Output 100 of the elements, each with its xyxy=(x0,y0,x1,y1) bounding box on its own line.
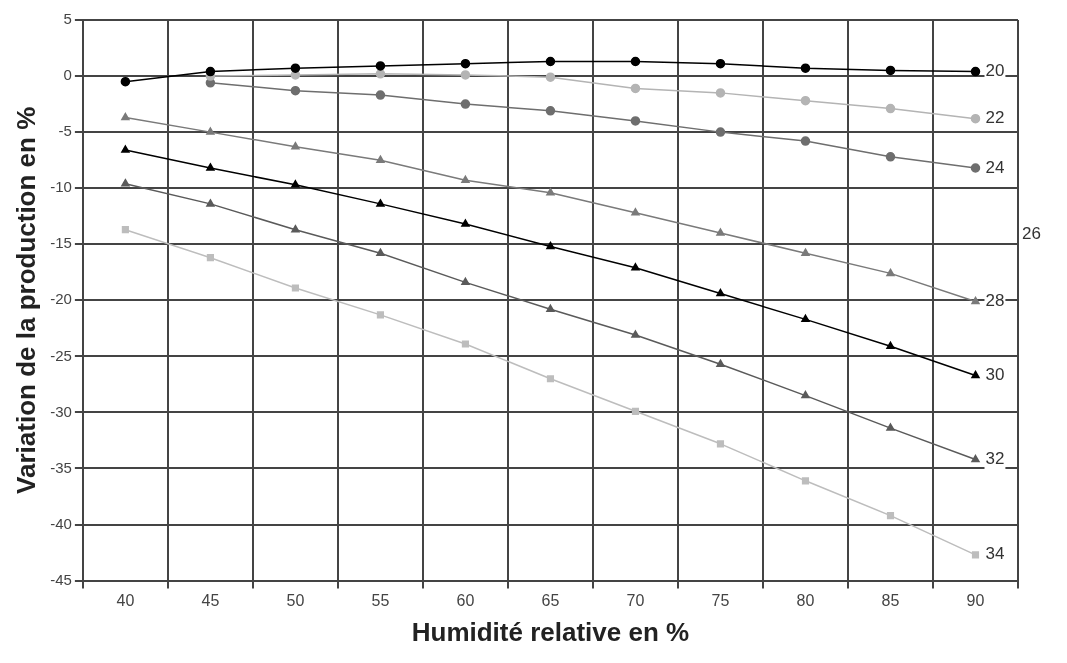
point xyxy=(206,163,215,171)
point xyxy=(801,390,810,399)
x-tick-label: 85 xyxy=(881,591,900,609)
point xyxy=(801,248,810,256)
point xyxy=(716,228,725,236)
point xyxy=(460,99,471,109)
point xyxy=(290,85,301,96)
point xyxy=(376,199,385,207)
point xyxy=(546,304,555,313)
point xyxy=(121,178,130,187)
point xyxy=(376,311,384,319)
point xyxy=(120,76,131,87)
point xyxy=(631,330,640,338)
series-label: 24 xyxy=(985,157,1005,177)
x-tick-label: 50 xyxy=(286,591,305,609)
point xyxy=(716,288,725,297)
point xyxy=(800,95,811,106)
point xyxy=(291,224,300,233)
y-tick-label: -35 xyxy=(50,458,72,476)
y-tick-label: -40 xyxy=(50,514,72,532)
point xyxy=(970,113,981,124)
y-tick-label: -10 xyxy=(50,178,72,196)
point xyxy=(121,112,130,121)
point xyxy=(801,314,810,323)
point xyxy=(886,511,895,520)
series-label: 32 xyxy=(985,449,1005,469)
x-tick-label: 70 xyxy=(626,591,645,609)
y-tick-label: -30 xyxy=(50,402,72,420)
point xyxy=(375,90,386,100)
x-tick-label: 60 xyxy=(456,591,475,609)
point xyxy=(461,175,470,184)
point xyxy=(290,63,301,73)
point xyxy=(716,359,725,367)
point xyxy=(715,58,726,69)
point xyxy=(291,141,300,150)
point xyxy=(205,66,216,77)
point xyxy=(971,454,980,463)
point xyxy=(886,268,895,277)
y-tick-label: -5 xyxy=(58,122,72,140)
point xyxy=(206,199,215,207)
point xyxy=(291,180,300,188)
point xyxy=(376,155,385,163)
point xyxy=(800,63,811,73)
point xyxy=(546,187,555,196)
point xyxy=(546,241,555,250)
y-tick-label: -25 xyxy=(50,346,72,364)
point xyxy=(461,219,470,227)
series-label: 30 xyxy=(985,365,1005,385)
y-tick-label: -20 xyxy=(50,290,72,308)
series-label: 22 xyxy=(985,108,1005,128)
point xyxy=(885,103,896,114)
point xyxy=(885,152,896,162)
y-tick-label: 5 xyxy=(63,10,72,28)
series-label: 34 xyxy=(985,544,1005,564)
point xyxy=(886,341,895,350)
y-axis-title: Variation de la production en % xyxy=(10,106,41,494)
point xyxy=(545,56,556,67)
point xyxy=(206,127,215,135)
x-tick-label: 90 xyxy=(966,591,985,609)
point xyxy=(376,248,385,256)
point xyxy=(121,145,130,153)
x-tick-label: 80 xyxy=(796,591,815,609)
point xyxy=(545,106,556,116)
point xyxy=(631,208,640,216)
point xyxy=(631,263,640,271)
point xyxy=(885,65,896,76)
point xyxy=(630,116,641,126)
point xyxy=(630,56,641,67)
point xyxy=(631,407,640,415)
point xyxy=(970,163,981,173)
text: 26 xyxy=(1022,224,1041,244)
point xyxy=(460,58,471,69)
point xyxy=(715,88,726,98)
point xyxy=(375,61,386,71)
point xyxy=(971,296,980,305)
series-label: 28 xyxy=(985,291,1005,311)
point xyxy=(715,127,726,137)
y-tick-label: -45 xyxy=(50,570,72,588)
point xyxy=(800,136,811,146)
point xyxy=(461,277,470,286)
point xyxy=(970,66,981,77)
x-tick-label: 65 xyxy=(541,591,560,609)
point xyxy=(206,254,214,262)
y-tick-label: -15 xyxy=(50,234,72,252)
x-tick-label: 40 xyxy=(116,591,135,609)
point xyxy=(630,83,641,94)
point xyxy=(971,551,980,559)
x-tick-label: 75 xyxy=(711,591,730,609)
x-tick-label: 55 xyxy=(371,591,390,609)
x-tick-label: 45 xyxy=(201,591,220,609)
point xyxy=(545,72,556,82)
x-axis-title: Humidité relative en % xyxy=(411,616,690,647)
point xyxy=(461,340,470,348)
point xyxy=(716,440,725,448)
point xyxy=(291,284,299,292)
point xyxy=(460,70,471,80)
y-tick-label: 0 xyxy=(63,66,72,84)
point xyxy=(886,423,895,431)
point xyxy=(971,370,980,379)
point xyxy=(121,226,129,234)
